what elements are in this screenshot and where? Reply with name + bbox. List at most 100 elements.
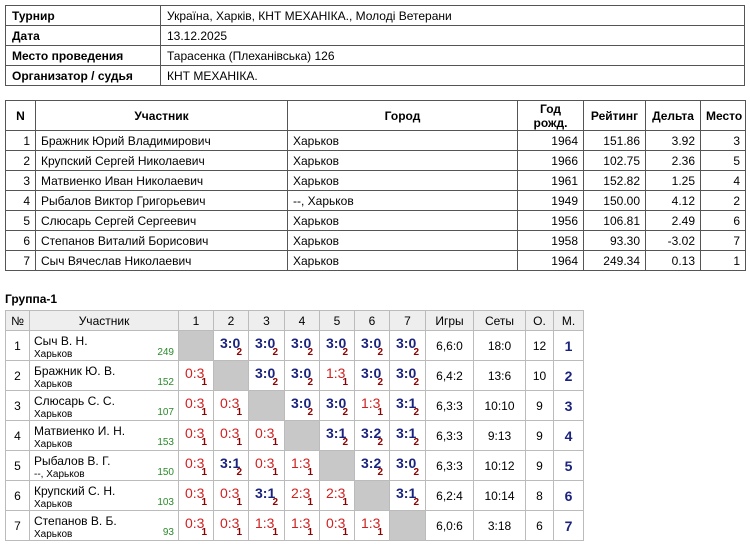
score: 3:0 [396, 365, 417, 381]
header-cell: 4 [284, 310, 320, 331]
match-points: 2 [307, 377, 313, 388]
sets: 13:6 [473, 360, 526, 391]
score-cell: 3:0 2 [284, 390, 320, 421]
score: 2:3 [326, 485, 346, 501]
match-points: 2 [413, 377, 419, 388]
cell: Харьков [287, 250, 518, 271]
points: 9 [525, 450, 554, 481]
header-cell: М. [553, 310, 584, 331]
score: 0:3 [220, 395, 240, 411]
points: 12 [525, 330, 554, 361]
player: Бражник Ю. В. Харьков 152 [29, 360, 179, 391]
info-label: Организатор / судья [5, 65, 161, 86]
diagonal-cell [248, 390, 285, 421]
score-cell: 0:3 1 [178, 390, 214, 421]
score-cell: 1:3 1 [354, 510, 390, 541]
match-points: 1 [272, 527, 278, 538]
match-points: 2 [307, 347, 313, 358]
score-cell: 0:3 1 [213, 390, 249, 421]
match-points: 2 [342, 347, 348, 358]
match-points: 2 [377, 437, 383, 448]
player-city: Харьков [34, 379, 73, 390]
header-cell: 2 [213, 310, 249, 331]
score: 1:3 [255, 515, 275, 531]
sets: 18:0 [473, 330, 526, 361]
header-cell: Год рожд. [517, 100, 584, 131]
score-cell: 3:0 2 [354, 330, 390, 361]
player-rating: 103 [157, 497, 174, 508]
match-points: 1 [272, 437, 278, 448]
score-cell: 3:0 2 [284, 330, 320, 361]
info-value: 13.12.2025 [160, 25, 745, 46]
info-value: Україна, Харків, КНТ МЕХАНІКА., Молоді В… [160, 5, 745, 26]
match-points: 2 [377, 377, 383, 388]
cell: 1.25 [645, 170, 701, 191]
info-label: Дата [5, 25, 161, 46]
games: 6,3:3 [425, 420, 474, 451]
match-points: 2 [272, 497, 278, 508]
group-title: Группа-1 [5, 292, 58, 306]
cell: 150.00 [583, 190, 646, 211]
score: 3:0 [361, 365, 382, 381]
match-points: 1 [201, 527, 207, 538]
match-points: 1 [201, 467, 207, 478]
player-name: Крупский С. Н. [34, 484, 116, 498]
score: 1:3 [326, 365, 346, 381]
score-cell: 1:3 1 [284, 510, 320, 541]
score-cell: 3:0 2 [284, 360, 320, 391]
player: Крупский С. Н. Харьков 103 [29, 480, 179, 511]
score-cell: 0:3 1 [213, 480, 249, 511]
match-points: 1 [377, 527, 383, 538]
match-points: 1 [342, 497, 348, 508]
sets: 10:10 [473, 390, 526, 421]
cell: 151.86 [583, 130, 646, 151]
player-name: Степанов В. Б. [34, 514, 117, 528]
row-number: 6 [5, 480, 30, 511]
sets: 10:12 [473, 450, 526, 481]
games: 6,3:3 [425, 390, 474, 421]
match-points: 1 [377, 407, 383, 418]
cell: 4.12 [645, 190, 701, 211]
participant-row: 7 Сыч Вячеслав Николаевич Харьков 1964 249.3… [5, 250, 746, 271]
player-city: --, Харьков [34, 469, 85, 480]
header-cell: Участник [29, 310, 179, 331]
cell: 249.34 [583, 250, 646, 271]
player-name: Рыбалов В. Г. [34, 454, 111, 468]
cell: --, Харьков [287, 190, 518, 211]
score-cell: 0:3 1 [248, 420, 285, 451]
participant-row: 3 Матвиенко Иван Николаевич Харьков 1961 152… [5, 170, 746, 191]
group-row: 3 Слюсарь С. С. Харьков 107 0:3 1 0:3 1 3:0 2 3:0 2… [5, 390, 584, 421]
cell: Бражник Юрий Владимирович [35, 130, 288, 151]
cell: 106.81 [583, 210, 646, 231]
sets: 9:13 [473, 420, 526, 451]
score: 3:0 [220, 335, 241, 351]
score: 0:3 [185, 395, 205, 411]
points: 9 [525, 390, 554, 421]
score-cell: 3:1 2 [319, 420, 355, 451]
player-name: Бражник Ю. В. [34, 364, 116, 378]
header-cell: N [5, 100, 36, 131]
cell: 1961 [517, 170, 584, 191]
score-cell: 3:1 2 [389, 480, 426, 511]
score: 3:1 [255, 485, 276, 501]
score: 3:1 [396, 395, 417, 411]
cell: 1 [5, 130, 36, 151]
cell: 2.36 [645, 150, 701, 171]
score-cell: 3:2 2 [354, 450, 390, 481]
sets: 10:14 [473, 480, 526, 511]
player: Слюсарь С. С. Харьков 107 [29, 390, 179, 421]
sets: 3:18 [473, 510, 526, 541]
score: 0:3 [185, 425, 205, 441]
score-cell: 2:3 1 [319, 480, 355, 511]
player-name: Сыч В. Н. [34, 334, 88, 348]
cell: 5 [5, 210, 36, 231]
group-table: № Участник 1 2 3 4 5 6 7 Игры Сеты О. М. 1 Сыч В. Н. Ха… [5, 310, 584, 541]
games: 6,0:6 [425, 510, 474, 541]
score-cell: 3:1 2 [248, 480, 285, 511]
info-row: Место проведения Тарасенка (Плеханівська)… [5, 45, 745, 66]
match-points: 1 [236, 407, 242, 418]
cell: Харьков [287, 130, 518, 151]
score: 3:0 [361, 335, 382, 351]
games: 6,3:3 [425, 450, 474, 481]
header-row: N Участник Город Год рожд. Рейтинг Дельта Мест… [5, 100, 746, 131]
